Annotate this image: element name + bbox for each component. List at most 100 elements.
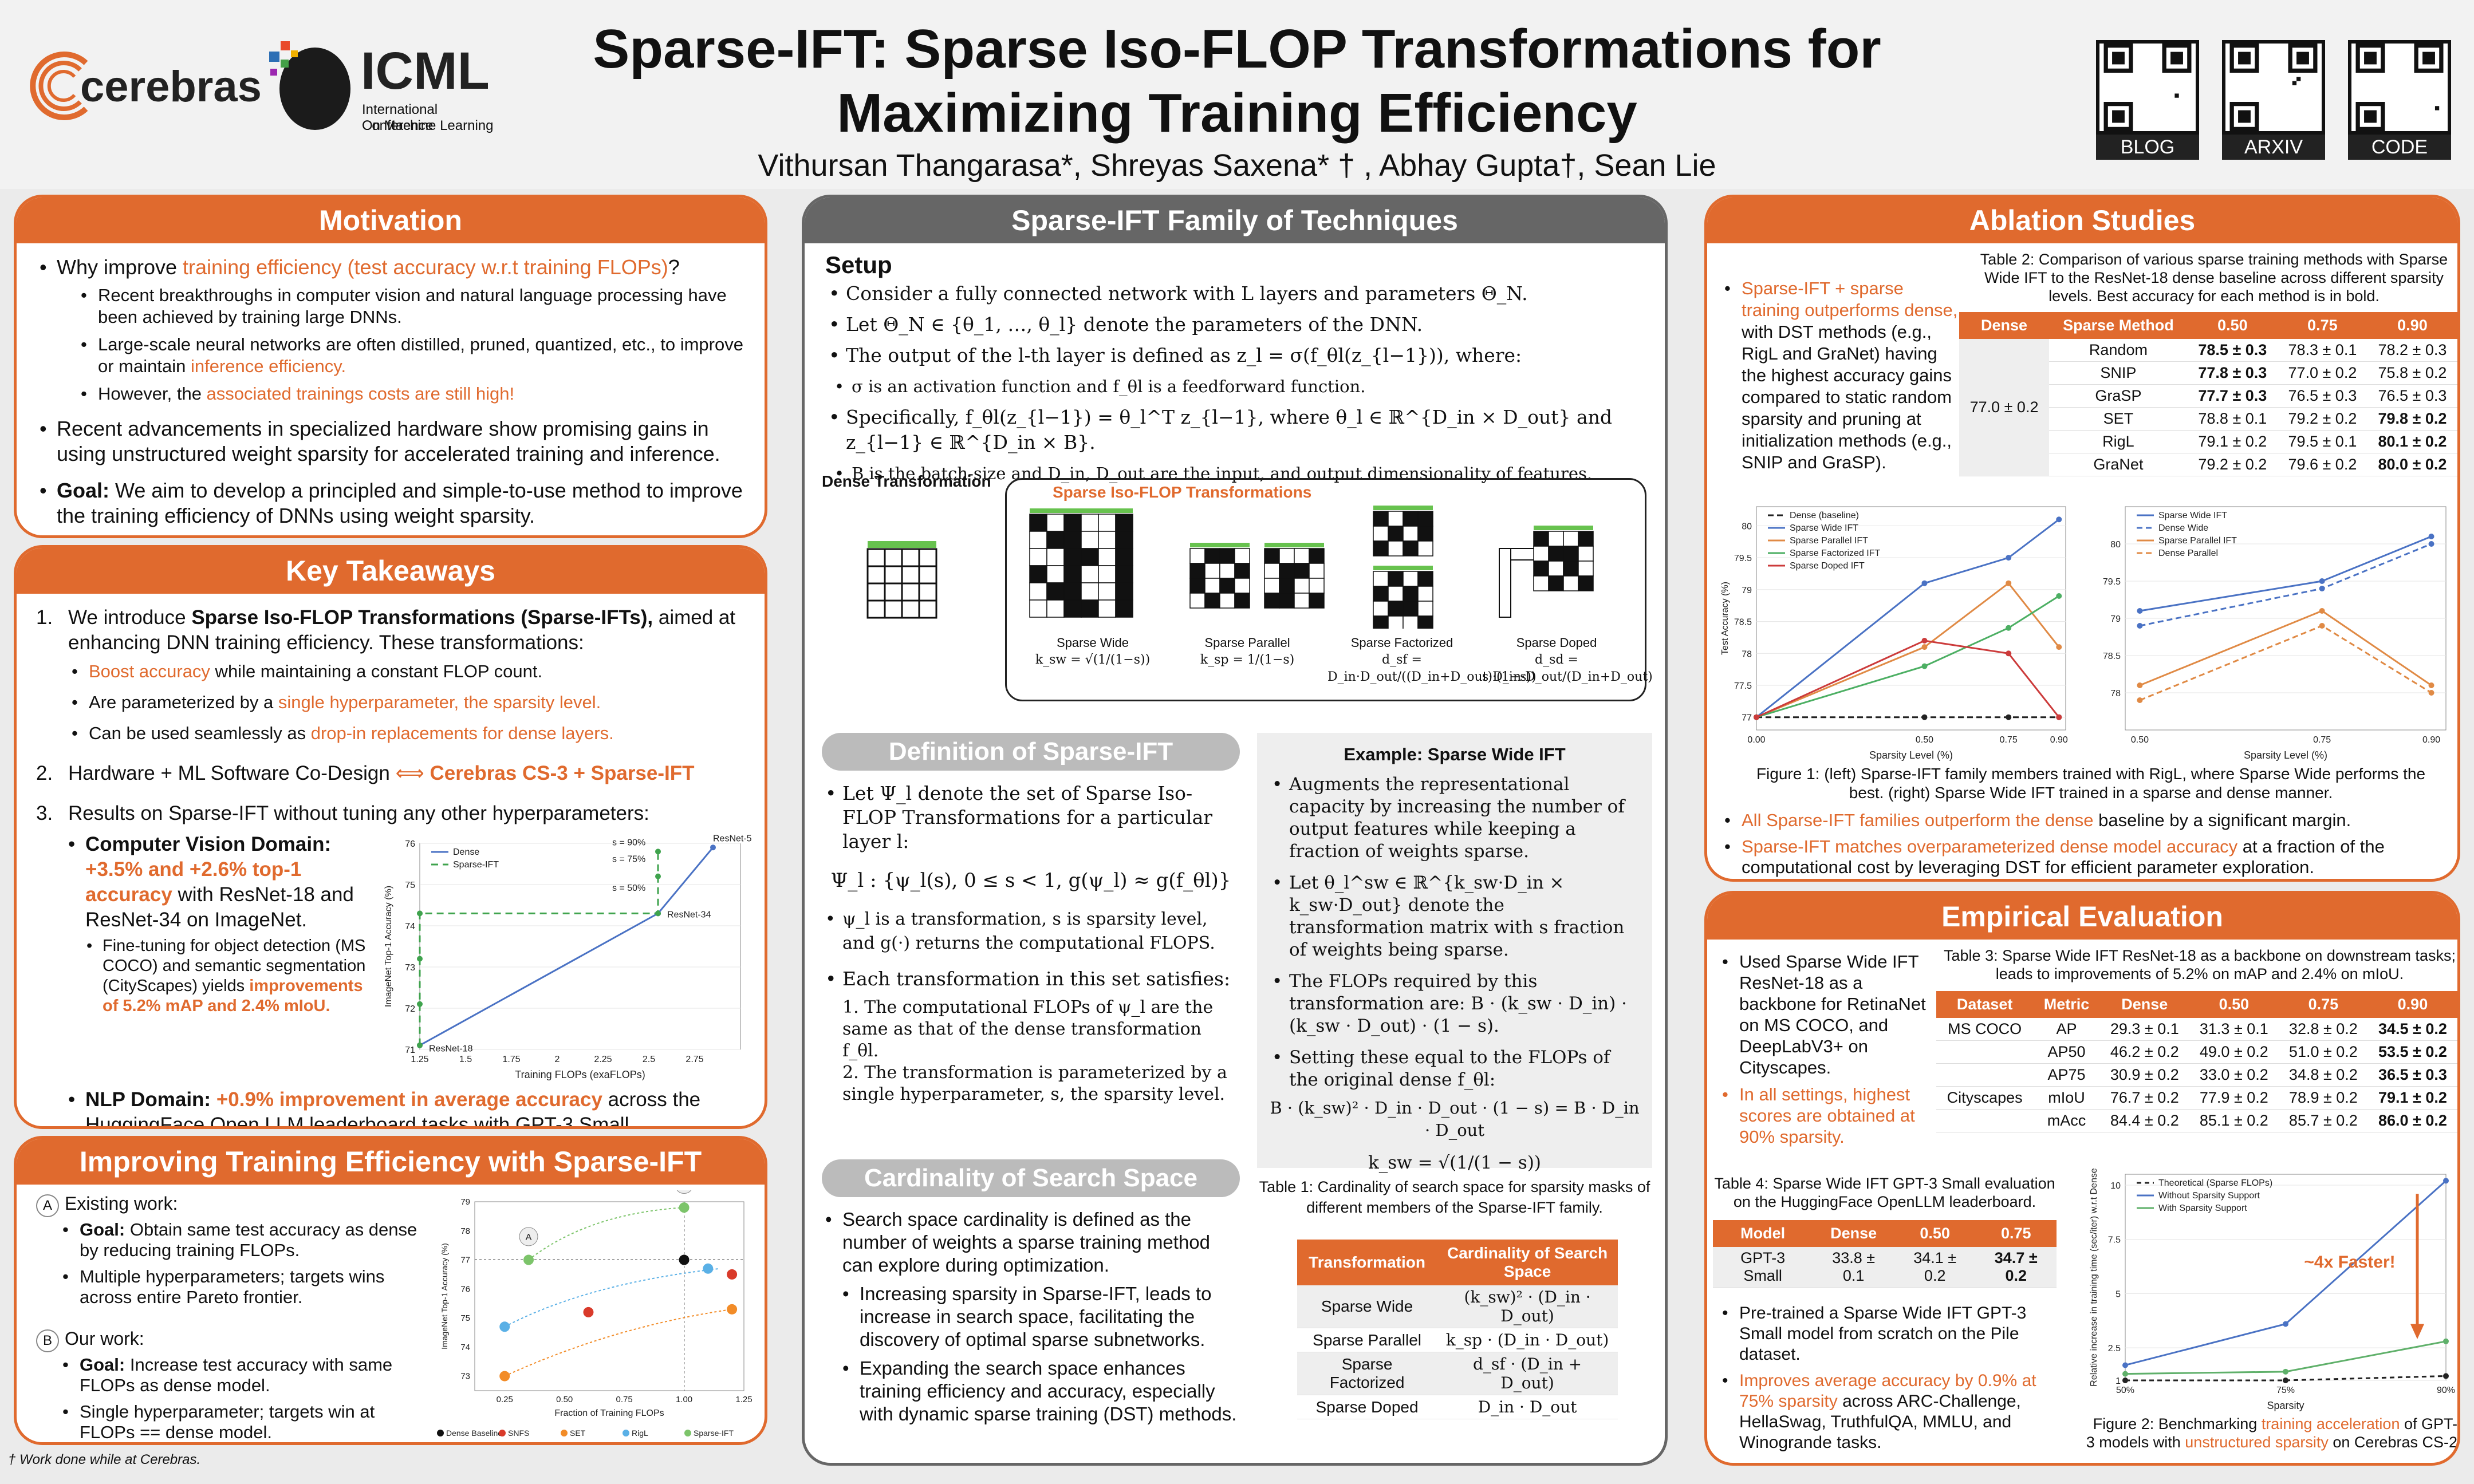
data-point: [2137, 697, 2143, 703]
matrix-cell: [1115, 565, 1133, 583]
matrix-cell: [1264, 548, 1280, 564]
matrix-cell: [1417, 586, 1433, 602]
matrix-cell: [1417, 601, 1433, 617]
data-point: [417, 956, 423, 962]
transform-formula: k_sw = √(1/(1−s)): [1035, 653, 1151, 667]
x-axis-label: Fraction of Training FLOPs: [554, 1408, 664, 1418]
qr-code-icon: [2096, 40, 2199, 135]
legend-label: Theoretical (Sparse FLOPs): [2158, 1178, 2272, 1188]
footnote: † Work done while at Cerebras.: [8, 1452, 201, 1467]
setup-2: Let Θ_N ∈ {θ_1, …, θ_l} denote the param…: [825, 312, 1644, 337]
key-takeaways-panel: Key Takeaways 1. We introduce Sparse Iso-…: [14, 545, 767, 1129]
legend-label: Dense Baseline: [446, 1428, 502, 1438]
y-axis-label: Test Accuracy (%): [1720, 582, 1730, 655]
family-panel: Sparse-IFT Family of Techniques Setup Co…: [802, 195, 1668, 1466]
x-tick-label: 1.25: [411, 1055, 428, 1064]
data-point: [703, 1263, 714, 1274]
table-row: Sparse Parallel k_sp · (D_in · D_out): [1297, 1328, 1618, 1352]
takeaway-1a: Boost accuracy while maintaining a const…: [68, 659, 745, 684]
sparse-iso-flop-box: Sparse Iso-FLOP Transformations Sparse W…: [1005, 478, 1653, 701]
motivation-question: Why improve training efficiency (test ac…: [36, 255, 745, 405]
table-row: RigL 79.1 ± 0.2 79.5 ± 0.1 80.1 ± 0.2: [1959, 430, 2457, 453]
figure2-caption: Figure 2: Benchmarking training accelera…: [2086, 1415, 2457, 1451]
y-axis-label: Relative increase in training time (sec/…: [2089, 1168, 2099, 1387]
table-header: Cardinality of Search Space: [1437, 1240, 1618, 1285]
data-point: [2283, 1321, 2288, 1327]
y-tick-label: 75: [405, 881, 415, 890]
legend-label: Dense Parallel: [2158, 548, 2218, 558]
data-point: [2137, 682, 2143, 688]
matrix-cell: [1046, 514, 1065, 532]
table-header: 0.50: [2187, 312, 2278, 339]
table-header: 0.90: [2367, 312, 2457, 339]
matrix-cell: [1294, 578, 1310, 594]
qr-label: BLOG: [2096, 135, 2199, 160]
y-axis-label: ImageNet Top-1 Accuracy (%): [440, 1243, 449, 1349]
badge-b-marker: [676, 1190, 692, 1194]
title-line-2: Maximizing Training Efficiency: [837, 82, 1637, 144]
legend-label: Sparse Wide IFT: [1790, 523, 1858, 533]
y-tick-label: 80: [1742, 522, 1752, 531]
matrix-cell: [1098, 565, 1116, 583]
data-point: [2319, 586, 2325, 591]
legend-label: Dense (baseline): [1790, 511, 1859, 520]
table-row: GraNet 79.2 ± 0.2 79.6 ± 0.2 80.0 ± 0.2: [1959, 453, 2457, 476]
icml-subtitle-1: International Conference: [362, 102, 438, 133]
matrix-cell: [1279, 593, 1295, 609]
icml-logo: ICML International Conference On Machine…: [263, 34, 510, 137]
example-box: Example: Sparse Wide IFT Augments the re…: [1257, 733, 1652, 1173]
y-tick-label: 76: [460, 1284, 470, 1294]
transform-label-2: Sparse Factorized d_sf = D_in·D_out/((D_i…: [1327, 634, 1537, 686]
table3-caption: Table 3: Sparse Wide IFT ResNet-18 as a …: [1944, 947, 2456, 982]
matrix-cell: [1373, 511, 1389, 527]
qr-code[interactable]: CODE: [2348, 40, 2451, 160]
y-tick-label: 79.5: [1734, 554, 1752, 563]
matrix-cell: [1063, 582, 1082, 601]
table-header: Metric: [2033, 991, 2100, 1018]
ablation-panel: Ablation Studies Sparse-IFT + sparse tra…: [1704, 195, 2460, 882]
qr-arxiv[interactable]: ARXIV: [2222, 40, 2325, 160]
transform-name: Sparse Doped: [1516, 636, 1597, 650]
x-axis-label: Sparsity: [2267, 1400, 2304, 1411]
y-tick-label: 80: [2110, 540, 2121, 550]
definition-body: Let Ψ_l denote the set of Sparse Iso-FLO…: [822, 782, 1240, 1106]
data-point: [2428, 682, 2434, 688]
matrix-cell: [1403, 511, 1419, 527]
x-tick-label: 75%: [2276, 1386, 2295, 1395]
sparse-factorized-matrix-2: [1373, 566, 1433, 629]
matrix-cell: [1029, 582, 1047, 601]
matrix-cell: [1081, 599, 1099, 618]
chart-annotation: ResNet-50: [713, 834, 752, 843]
badge-a-text: A: [526, 1233, 532, 1242]
matrix-cell: [1204, 563, 1220, 579]
data-point: [417, 1042, 423, 1048]
matrix-output-bar: [1373, 566, 1433, 570]
matrix-cell: [1115, 514, 1133, 532]
x-tick-label: 0.50: [556, 1395, 573, 1404]
data-point: [2319, 578, 2325, 584]
transformation-figure: Dense Transformation Sparse Iso-FLOP Tra…: [822, 472, 1653, 701]
transform-formula: d_sf = D_in·D_out/((D_in+D_out)·(1−s)): [1327, 653, 1537, 684]
y-tick-label: 79: [1742, 586, 1752, 595]
chart-annotation: ResNet-34: [667, 910, 711, 920]
matrix-cell: [1098, 582, 1116, 601]
table4-caption: Table 4: Sparse Wide IFT GPT-3 Small eva…: [1714, 1175, 2055, 1210]
motivation-goal: Goal: We aim to develop a principled and…: [36, 478, 745, 528]
matrix-cell: [1204, 578, 1220, 594]
chart-annotation: ResNet-18: [429, 1044, 473, 1054]
qr-code-icon: [2348, 40, 2451, 135]
qr-blog[interactable]: BLOG: [2096, 40, 2199, 160]
matrix-cell: [1219, 563, 1235, 579]
icml-wordmark: ICML: [361, 42, 490, 100]
x-axis-label: Sparsity Level (%): [1869, 749, 1953, 761]
speedup-arrowhead: [2410, 1324, 2424, 1339]
matrix-cell: [1563, 575, 1579, 591]
table1-caption: Table 1: Cardinality of search space for…: [1259, 1178, 1650, 1216]
y-tick-label: 78: [1742, 649, 1752, 659]
authors: Vithursan Thangarasa*, Shreyas Saxena* †…: [758, 148, 1716, 183]
data-point: [2428, 690, 2434, 696]
cerebras-wordmark: cerebras: [80, 62, 262, 111]
table-row: SET 78.8 ± 0.1 79.2 ± 0.2 79.8 ± 0.2: [1959, 407, 2457, 431]
matrix-cell: [1189, 548, 1206, 564]
